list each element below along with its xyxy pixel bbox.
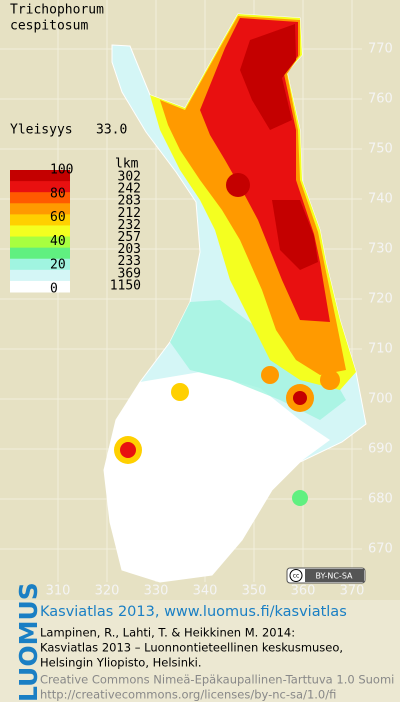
legend-swatch — [10, 214, 70, 226]
legend-level: 40 — [50, 234, 66, 249]
low-zone — [104, 372, 330, 582]
y-tick-label: 760 — [368, 92, 393, 107]
hotspot — [292, 490, 308, 506]
zone-darkred — [240, 24, 296, 130]
y-tick-label: 770 — [368, 42, 393, 57]
legend-count: 203 — [118, 242, 141, 257]
y-tick-label: 720 — [368, 292, 393, 307]
legend-count: 212 — [118, 206, 141, 221]
y-tick-label: 730 — [368, 242, 393, 257]
headline: Kasviatlas 2013, www.luomus.fi/kasviatla… — [40, 604, 347, 620]
hotspot — [171, 383, 189, 401]
legend-swatch — [10, 192, 70, 204]
legend-swatch — [10, 170, 70, 182]
y-tick-label: 700 — [368, 392, 393, 407]
legend: 100 80 60 40 20 0 3022422832122322572032333691… — [10, 163, 141, 297]
x-tick-label: 340 — [193, 584, 218, 599]
legend-count: 369 — [118, 266, 141, 281]
legend-level: 0 — [50, 282, 58, 297]
species-name: cespitosum — [10, 19, 88, 34]
legend-swatch — [10, 269, 70, 282]
hotspot — [120, 442, 136, 458]
license-line: Creative Commons Nimeä-Epäkaupallinen-Ta… — [40, 673, 394, 687]
y-tick-label: 670 — [368, 542, 393, 557]
y-tick-label: 750 — [368, 142, 393, 157]
hotspot — [261, 366, 279, 384]
x-tick-label: 360 — [291, 584, 316, 599]
license-line: http://creativecommons.org/licenses/by-n… — [40, 688, 336, 702]
x-tick-label: 330 — [144, 584, 169, 599]
badge-text: BY-NC-SA — [315, 572, 353, 581]
citation-line: Kasviatlas 2013 – Luonnontieteellinen ke… — [40, 641, 343, 655]
legend-level: 80 — [50, 186, 66, 201]
cc-icon — [289, 569, 303, 582]
legend-count: 232 — [118, 218, 141, 233]
y-tick-label: 710 — [368, 342, 393, 357]
x-tick-label: 370 — [340, 584, 365, 599]
hotspot — [320, 370, 340, 390]
legend-swatch — [10, 258, 70, 271]
legend-count: 233 — [118, 254, 141, 269]
legend-count: 1150 — [110, 278, 141, 293]
legend-count: 257 — [118, 230, 141, 245]
legend-swatch — [10, 247, 70, 260]
legend-level: 20 — [50, 258, 66, 273]
legend-count: 242 — [118, 182, 141, 197]
legend-level: 100 — [50, 163, 73, 178]
footer-background — [0, 600, 400, 702]
frequency-label: Yleisyys — [10, 123, 73, 138]
x-tick-label: 350 — [242, 584, 267, 599]
legend-count: 302 — [118, 170, 141, 185]
legend-swatch — [10, 203, 70, 215]
badge-fill — [305, 569, 364, 582]
citation-line: Helsingin Yliopisto, Helsinki. — [40, 656, 202, 670]
y-tick-label: 690 — [368, 442, 393, 457]
logo: LUOMUS — [14, 582, 43, 702]
x-tick-label: 320 — [95, 584, 120, 599]
legend-swatch — [10, 181, 70, 193]
x-tick-label: 310 — [46, 584, 71, 599]
legend-swatch — [10, 236, 70, 249]
species-name: Trichophorum — [10, 3, 104, 18]
y-tick-label: 680 — [368, 492, 393, 507]
hotspot — [293, 391, 307, 405]
frequency-value: 33.0 — [96, 123, 127, 138]
citation-line: Lampinen, R., Lahti, T. & Heikkinen M. 2… — [40, 626, 295, 640]
cc-icon-text: cc — [293, 573, 300, 580]
legend-level: 60 — [50, 210, 66, 225]
count-header: lkm — [115, 157, 139, 172]
zone-darkred — [272, 200, 318, 270]
legend-swatch — [10, 225, 70, 238]
hotspot — [226, 173, 250, 197]
y-tick-label: 740 — [368, 192, 393, 207]
legend-swatch — [10, 280, 70, 293]
legend-count: 283 — [118, 194, 141, 209]
